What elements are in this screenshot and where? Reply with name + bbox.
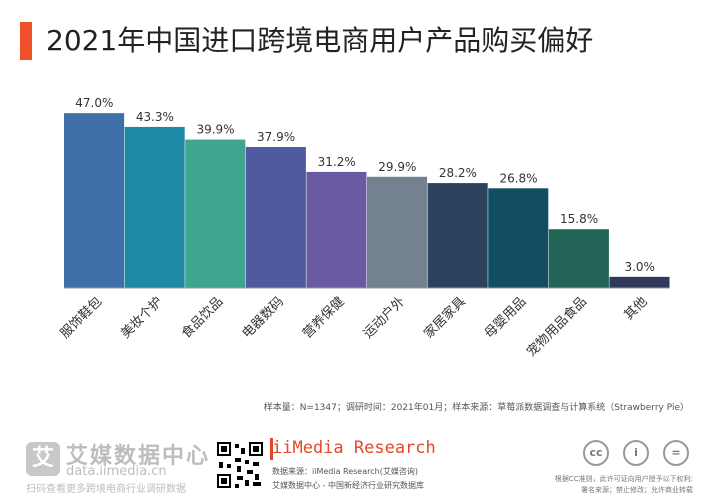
value-label-9: 3.0% [624,260,655,274]
value-label-4: 31.2% [318,155,356,169]
data-center: 艾媒数据中心 - 中国新经济行业研究数据库 [272,481,424,490]
sample-note: 样本量：N=1347；调研时间：2021年01月；样本来源：草莓派数据调查与计算… [263,403,689,413]
value-label-3: 37.9% [257,130,295,144]
category-label-7: 母婴用品 [482,294,529,341]
imedia-accent-bar [270,438,273,460]
category-label-0: 服饰鞋包 [57,294,105,342]
value-label-1: 43.3% [136,110,174,124]
bar-0 [64,113,125,288]
bar-6 [427,183,488,288]
bar-chart: 47.0% 服饰鞋包 43.3% 美妆个护 39.9% 食品饮品 37.9% 电器数码 31.2… [57,96,670,360]
category-label-6: 家居家具 [421,294,469,342]
bar-9 [609,276,670,288]
no-derivatives-icon: = [663,440,689,466]
value-label-8: 15.8% [560,212,598,226]
category-label-9: 其他 [622,294,651,323]
qr-code-icon [215,440,265,490]
bar-5 [367,176,428,288]
category-label-8: 宠物用品食品 [523,294,589,360]
category-label-1: 美妆个护 [118,294,165,341]
brand-url: data.iimedia.cn [66,464,167,479]
imedia-research: iiMedia Research [272,438,436,458]
category-label-5: 运动户外 [360,294,408,342]
license-line-2: 署名来源；禁止修改；允许商业转载 [581,486,693,494]
brand-name: 艾媒数据中心 [66,444,211,469]
footer: 艾 艾媒数据中心 data.iimedia.cn 扫码查看更多跨境电商行业调研数… [0,430,715,500]
value-label-5: 29.9% [378,160,416,174]
bar-8 [548,229,609,288]
value-label-7: 26.8% [499,171,537,185]
value-label-2: 39.9% [196,123,234,137]
bar-2 [185,139,246,288]
category-label-2: 食品饮品 [178,294,226,342]
value-label-6: 28.2% [439,166,477,180]
chart-title: 2021年中国进口跨境电商用户产品购买偏好 [46,24,594,57]
attribution-icon: i [623,440,649,466]
bar-1 [124,126,185,288]
bar-4 [306,171,367,288]
license-line-1: 根据CC准则，此许可证向用户授予以下权利: [554,475,693,483]
data-source: 数据来源：iiMedia Research(艾媒咨询) [272,467,418,476]
category-label-4: 营养保健 [299,294,347,342]
iimedia-logo: 艾 [26,442,60,476]
title-accent-bar [20,22,32,60]
category-label-3: 电器数码 [240,294,287,341]
cc-icon: cc [583,440,609,466]
value-label-0: 47.0% [75,96,113,110]
bar-3 [245,147,306,288]
brand-slogan: 扫码查看更多跨境电商行业调研数据 [26,484,186,495]
bar-7 [488,188,549,288]
